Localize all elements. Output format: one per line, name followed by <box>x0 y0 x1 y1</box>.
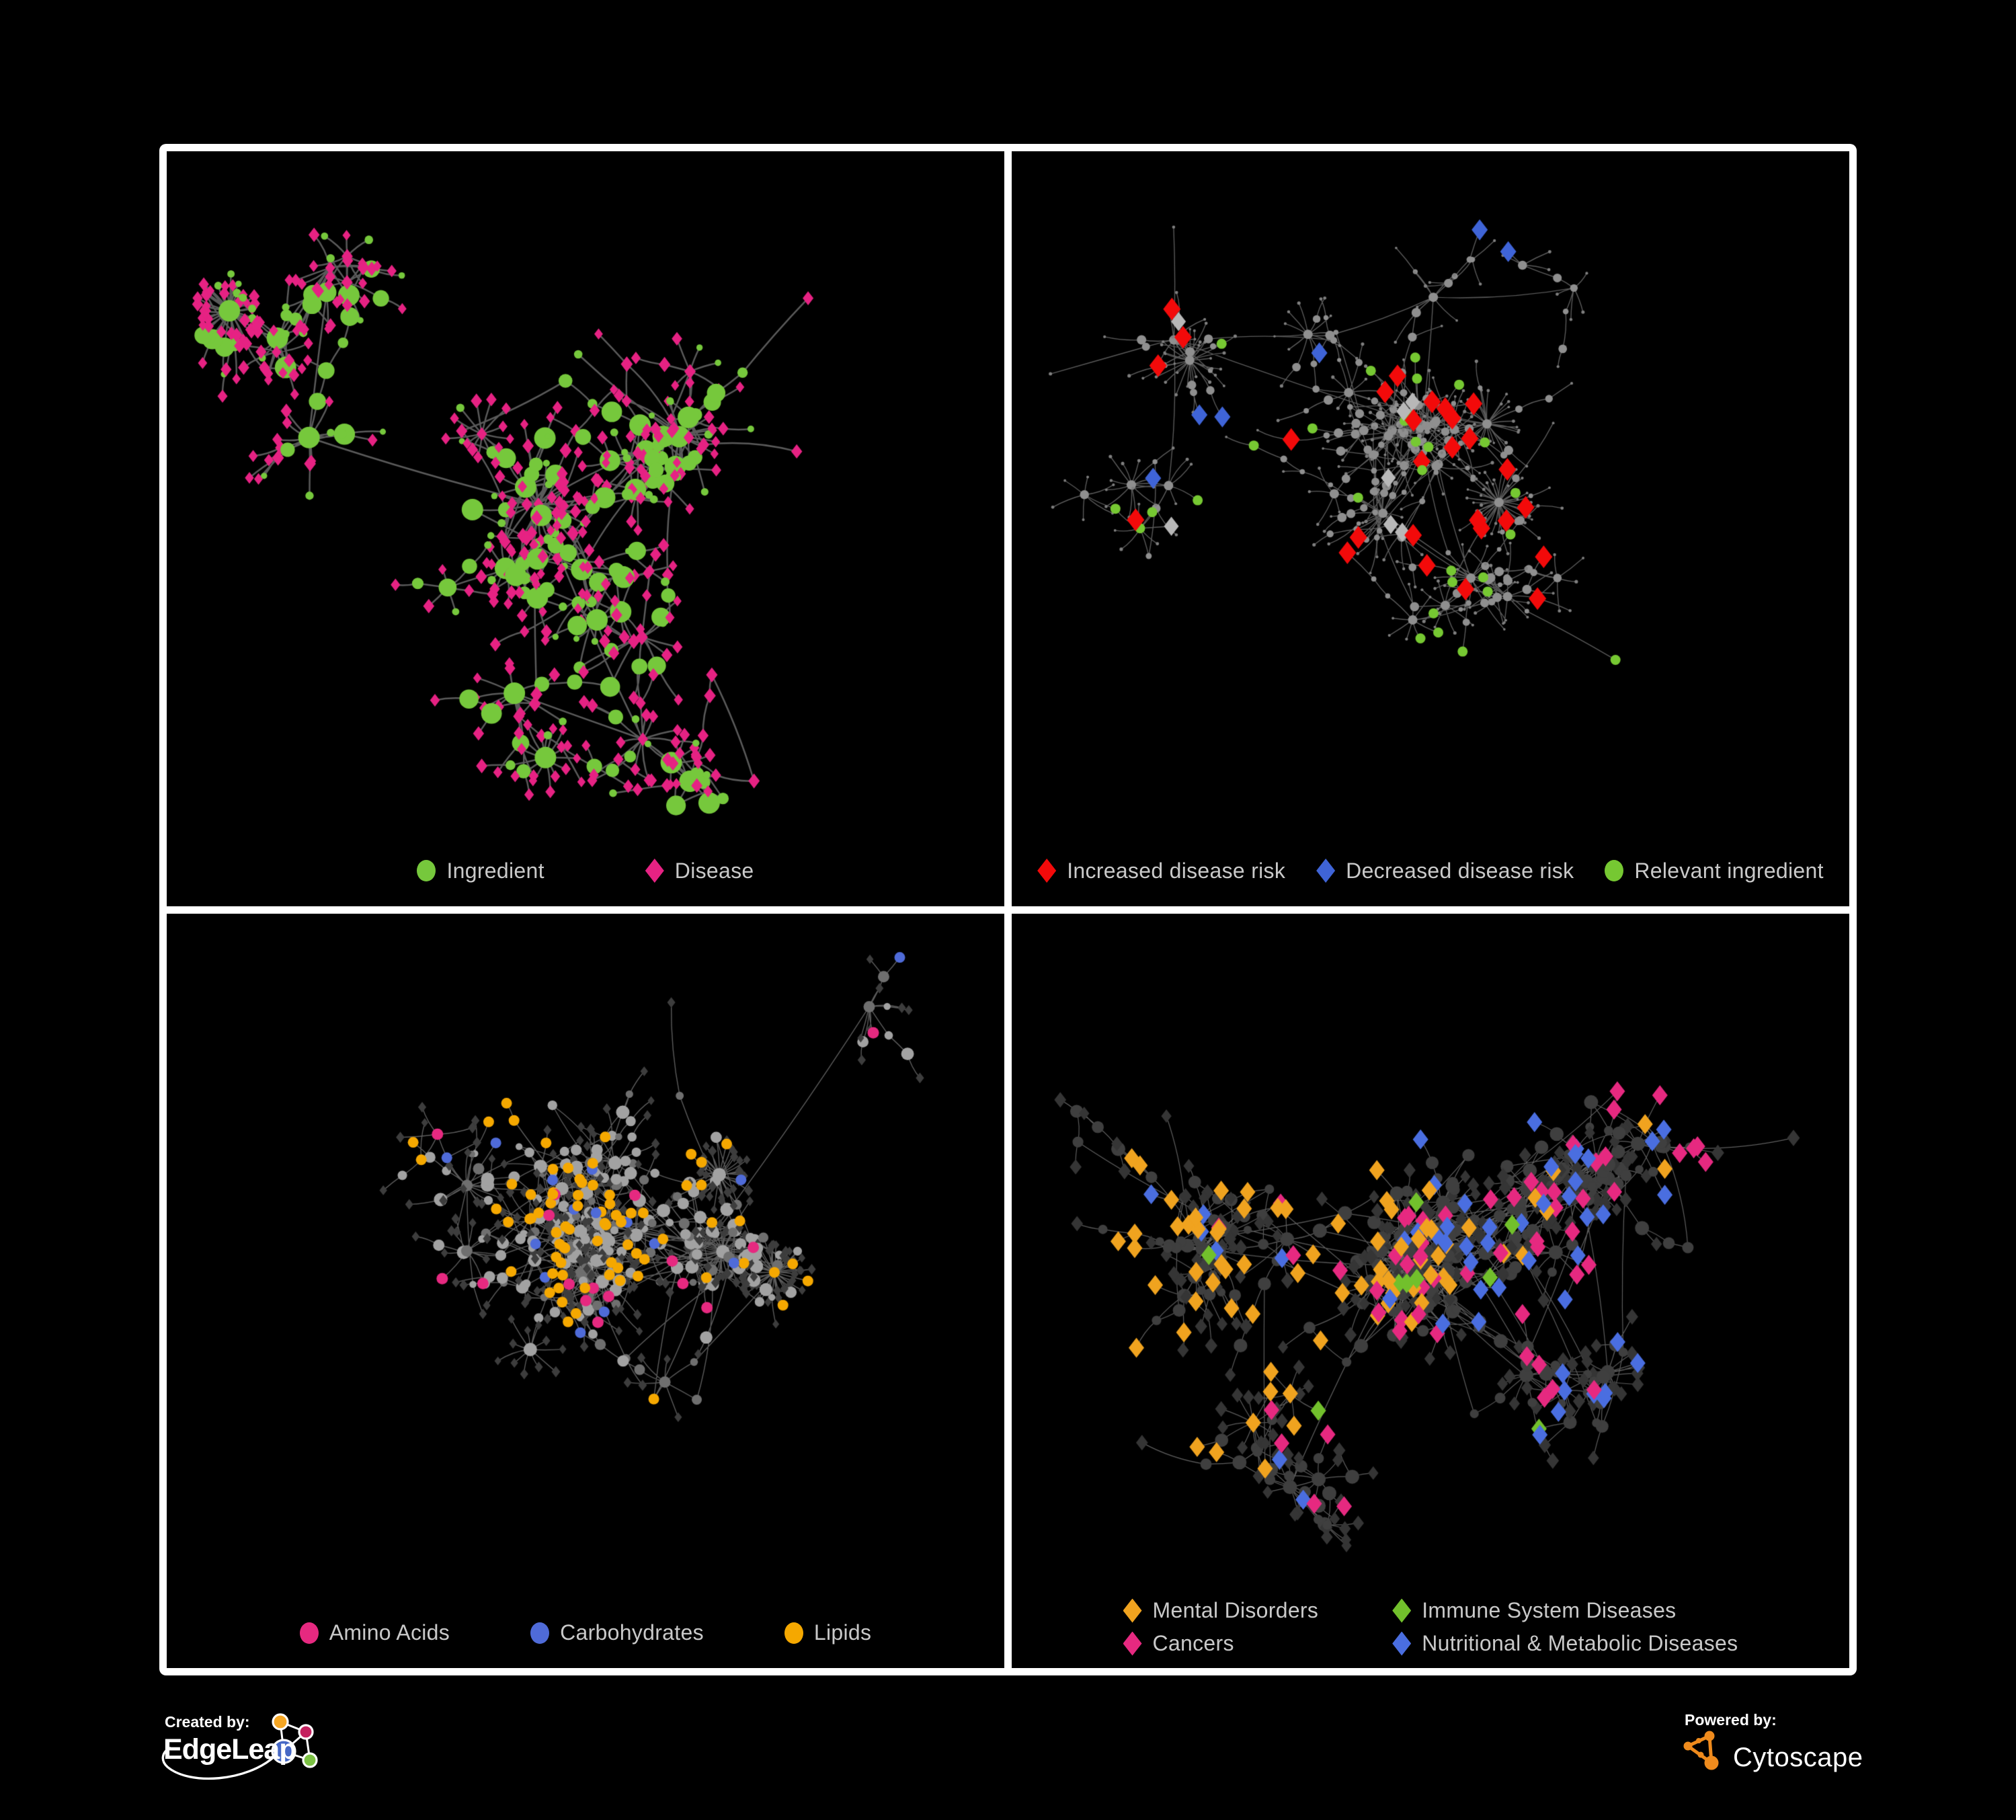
legend-label: Disease <box>674 858 754 883</box>
legend-item-ingredient: Ingredient <box>417 859 544 883</box>
lipids-marker-icon <box>784 1622 803 1644</box>
decreased-risk-marker-icon <box>1316 859 1336 883</box>
legend-label: Ingredient <box>446 858 545 883</box>
legend-item-increased-risk: Increased disease risk <box>1037 859 1285 883</box>
cytoscape-credit: Powered by: Cytoscape <box>1679 1711 1881 1785</box>
legend-item-decreased-risk: Decreased disease risk <box>1316 859 1574 883</box>
cytoscape-logo-icon <box>1683 1731 1719 1770</box>
panel-ingredient-disease: Ingredient Disease <box>167 151 1004 906</box>
legend-label: Immune System Diseases <box>1422 1598 1677 1622</box>
network-canvas-disease-risk <box>1012 151 1849 906</box>
panel-nutrient-classes: Amino Acids Carbohydrates Lipids <box>167 913 1004 1668</box>
legend-label: Lipids <box>813 1620 872 1645</box>
nutritional-metabolic-marker-icon <box>1392 1631 1412 1656</box>
legend-item-mental-disorders: Mental Disorders <box>1123 1598 1319 1623</box>
network-canvas-nutrient-classes <box>167 913 1004 1668</box>
cytoscape-wordmark: Cytoscape <box>1733 1742 1863 1772</box>
disease-marker-icon <box>645 859 664 883</box>
legend-disease-classes: Mental Disorders Immune System Diseases … <box>1123 1598 1738 1656</box>
cancers-marker-icon <box>1123 1631 1142 1656</box>
created-by-caption: Created by: <box>165 1713 250 1731</box>
network-canvas-ingredient-disease <box>167 151 1004 906</box>
legend-nutrient-classes: Amino Acids Carbohydrates Lipids <box>167 1620 1004 1645</box>
network-canvas-disease-classes <box>1012 913 1849 1668</box>
legend-label: Carbohydrates <box>560 1620 704 1645</box>
legend-item-immune-diseases: Immune System Diseases <box>1392 1598 1738 1623</box>
legend-item-cancers: Cancers <box>1123 1631 1319 1656</box>
legend-item-nutritional-metabolic: Nutritional & Metabolic Diseases <box>1392 1631 1738 1656</box>
legend-item-amino-acids: Amino Acids <box>299 1620 450 1645</box>
edgeleap-logo-icon <box>161 1713 318 1780</box>
panel-disease-classes: Mental Disorders Immune System Diseases … <box>1012 913 1849 1668</box>
legend-label: Amino Acids <box>329 1620 450 1645</box>
legend-label: Mental Disorders <box>1152 1598 1319 1622</box>
legend-disease-risk: Increased disease risk Decreased disease… <box>1012 859 1849 883</box>
legend-label: Decreased disease risk <box>1346 858 1574 883</box>
network-grid: Ingredient Disease Increased disease ris… <box>159 144 1857 1675</box>
legend-item-relevant-ingredient: Relevant ingredient <box>1605 858 1824 883</box>
legend-item-disease: Disease <box>645 859 754 883</box>
ingredient-marker-icon <box>417 860 436 881</box>
edgeleap-wordmark: EdgeLeap <box>163 1733 296 1766</box>
legend-label: Relevant ingredient <box>1634 858 1824 883</box>
legend-item-lipids: Lipids <box>784 1620 871 1645</box>
edgeleap-credit: Created by: EdgeLeap <box>159 1713 374 1807</box>
panel-disease-risk: Increased disease risk Decreased disease… <box>1012 151 1849 906</box>
powered-by-caption: Powered by: <box>1685 1711 1777 1729</box>
relevant-ingredient-marker-icon <box>1605 860 1624 881</box>
amino-acids-marker-icon <box>299 1622 319 1644</box>
legend-item-carbohydrates: Carbohydrates <box>530 1620 704 1645</box>
legend-ingredient-disease: Ingredient Disease <box>167 859 1004 883</box>
increased-risk-marker-icon <box>1037 859 1057 883</box>
legend-label: Nutritional & Metabolic Diseases <box>1422 1631 1738 1655</box>
carbohydrates-marker-icon <box>530 1622 550 1644</box>
mental-disorders-marker-icon <box>1123 1598 1142 1623</box>
legend-label: Increased disease risk <box>1067 858 1286 883</box>
immune-diseases-marker-icon <box>1392 1598 1412 1623</box>
legend-label: Cancers <box>1152 1631 1234 1655</box>
